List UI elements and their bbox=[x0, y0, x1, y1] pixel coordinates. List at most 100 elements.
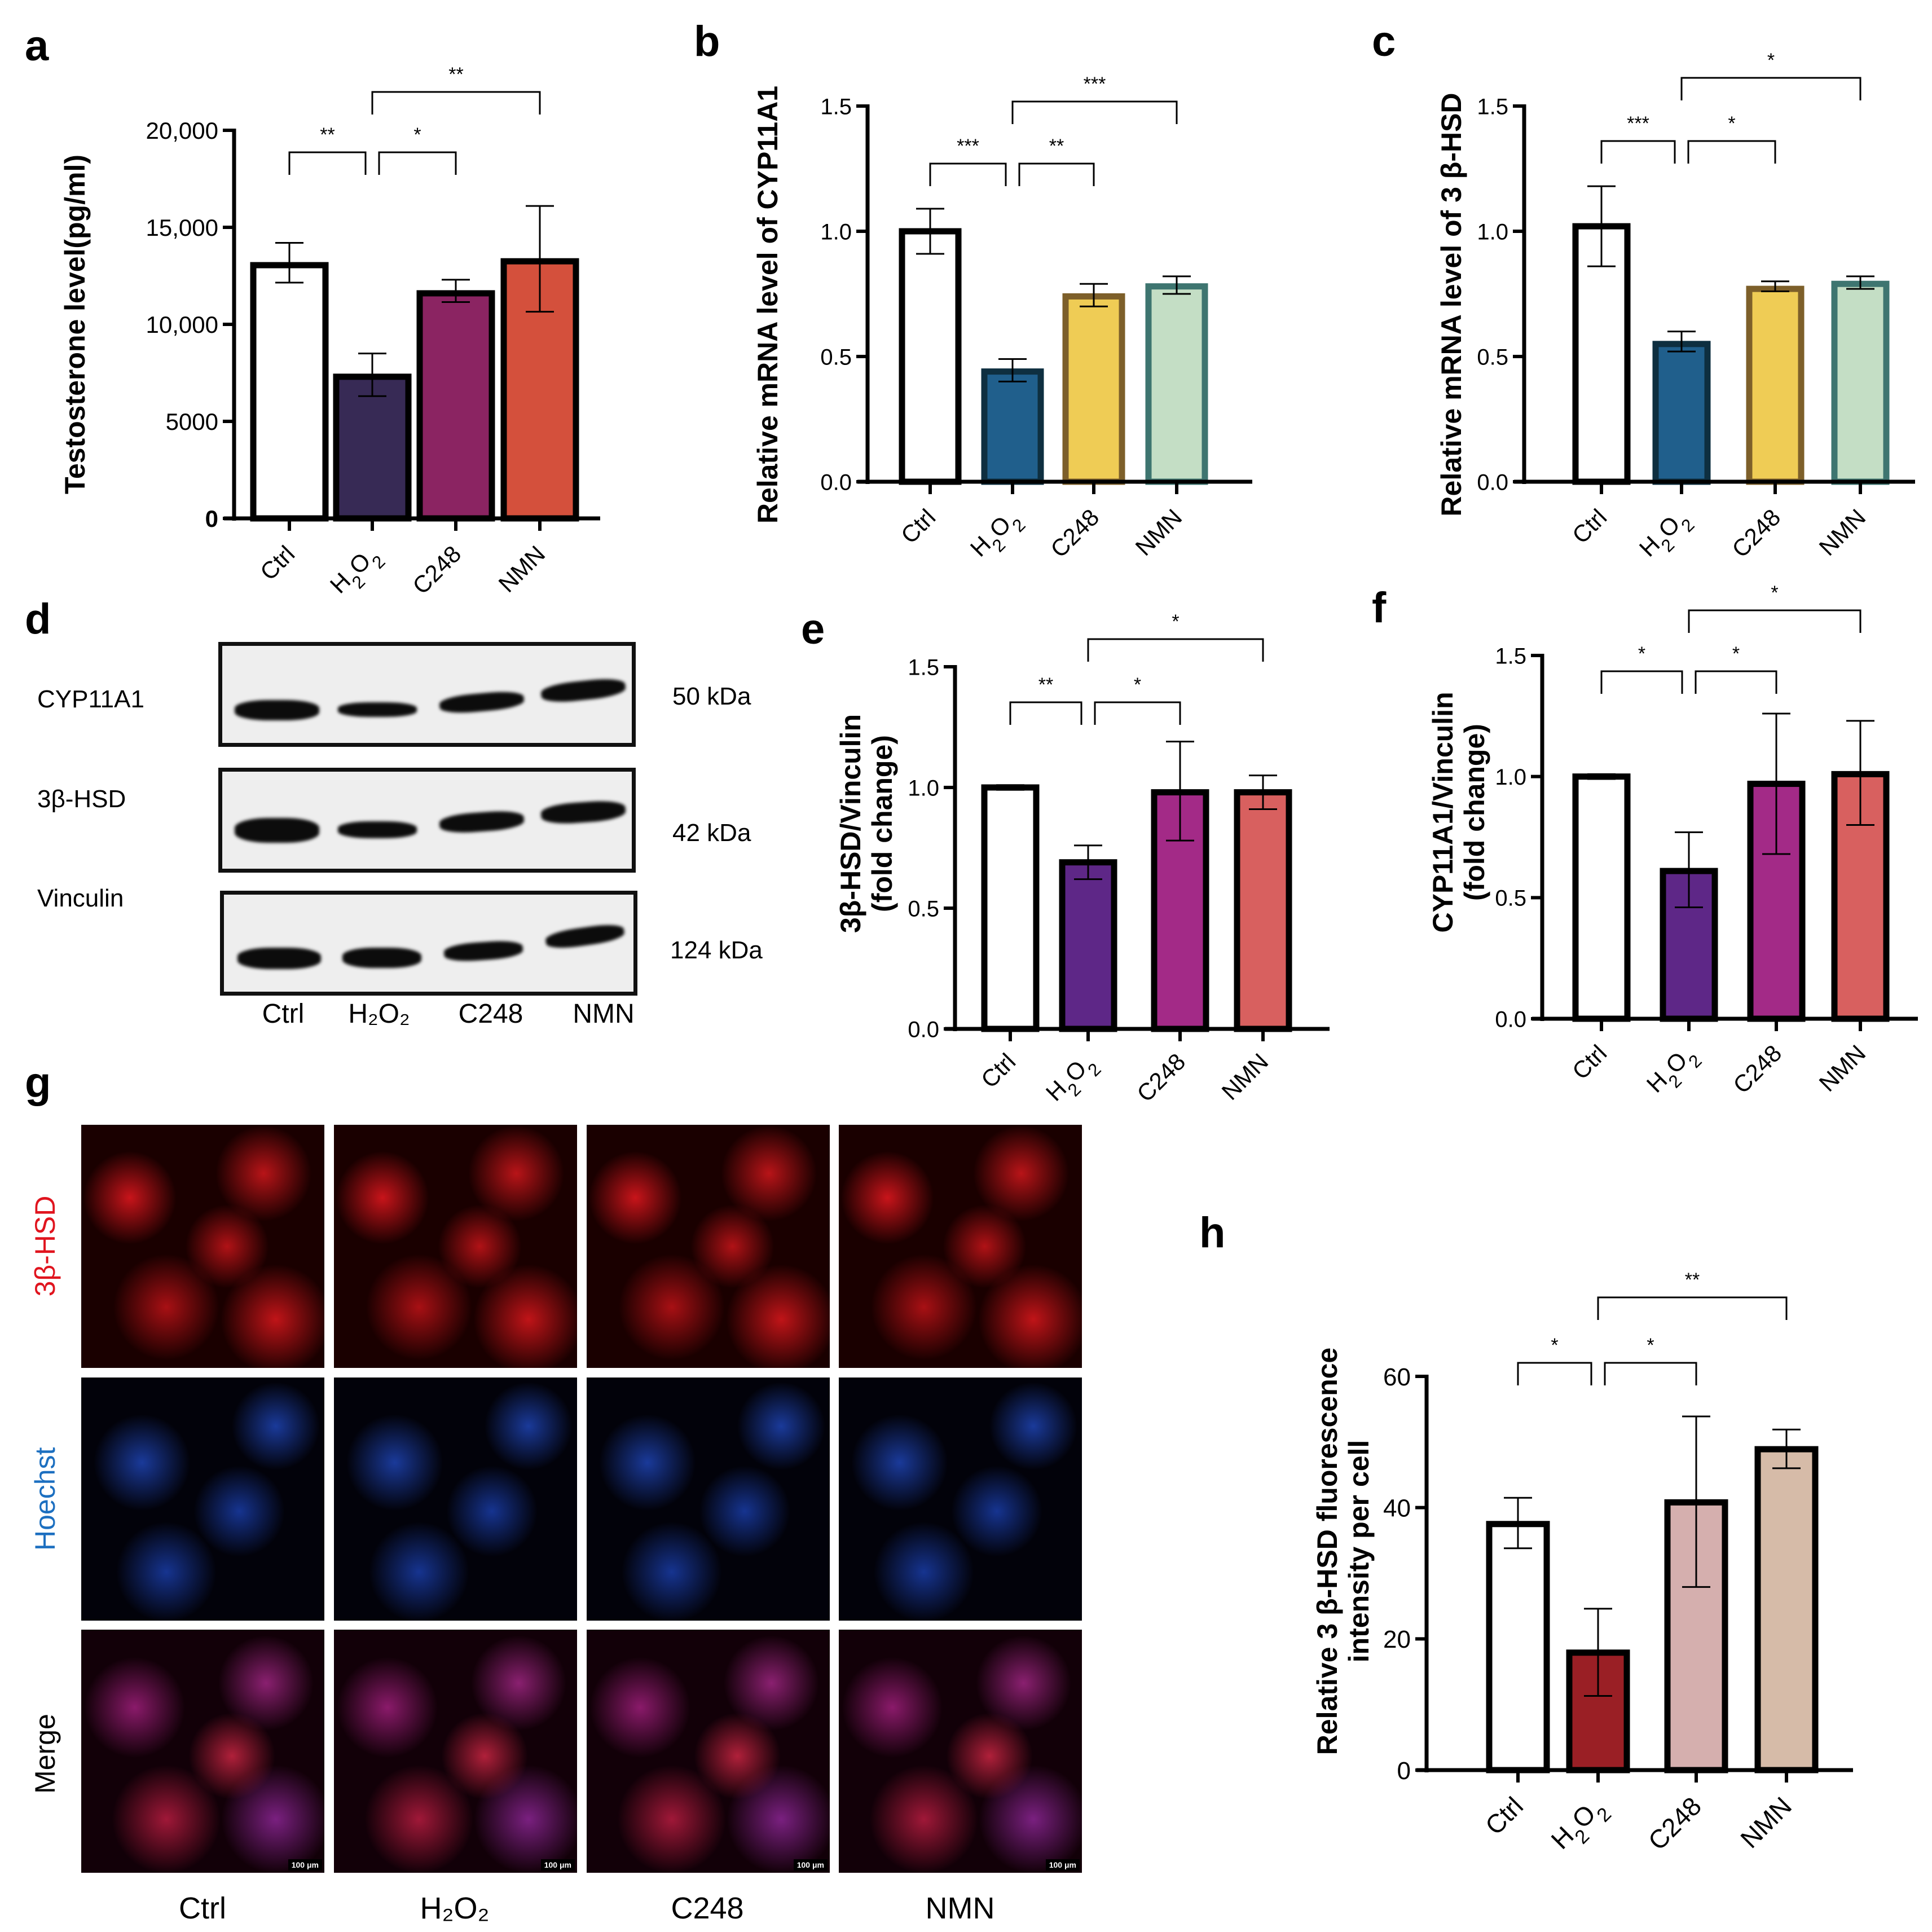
y-tick-label: 1.0 bbox=[820, 219, 852, 244]
significance-label: * bbox=[1172, 611, 1179, 632]
significance-label: * bbox=[1647, 1335, 1654, 1356]
x-tick-label-h2o2: H2O2 bbox=[1634, 504, 1698, 568]
kda-label-vinculin: 124 kDa bbox=[670, 936, 763, 964]
band bbox=[338, 821, 417, 838]
band bbox=[338, 702, 417, 717]
bar-c248 bbox=[1746, 285, 1805, 485]
if-row-label-3b-hsd: 3β-HSD bbox=[29, 1195, 61, 1297]
if-image-3b-hsd-2 bbox=[587, 1125, 830, 1368]
if-col-label-h2o2: H₂O₂ bbox=[420, 1891, 490, 1925]
blot-vinculin bbox=[220, 891, 637, 996]
significance-label: * bbox=[1638, 643, 1645, 664]
if-image-merge-3: 100 μm bbox=[839, 1630, 1082, 1873]
significance-bracket bbox=[929, 162, 1007, 186]
panel-letter-f: f bbox=[1372, 584, 1387, 632]
kda-label-3b-hsd: 42 kDa bbox=[672, 819, 751, 847]
x-tick-label-h2o2: H2O2 bbox=[1641, 1040, 1706, 1104]
significance-bracket bbox=[1600, 140, 1676, 164]
y-tick-label: 0.0 bbox=[820, 470, 852, 495]
if-col-label-ctrl: Ctrl bbox=[179, 1891, 226, 1925]
bar-h2o2 bbox=[333, 373, 412, 522]
blot-cyp11a1 bbox=[218, 642, 636, 747]
significance-bracket bbox=[1094, 701, 1181, 725]
y-axis-label: CYP11A1/Vinculin bbox=[1427, 692, 1459, 932]
y-tick-label: 20,000 bbox=[146, 117, 218, 144]
panel-letter-g: g bbox=[25, 1059, 51, 1107]
panel-letter-h: h bbox=[1199, 1209, 1226, 1257]
band bbox=[342, 948, 421, 968]
significance-bracket bbox=[1680, 77, 1861, 100]
y-tick-label: 40 bbox=[1383, 1495, 1411, 1522]
significance-label: * bbox=[1771, 582, 1778, 604]
if-image-hoechst-1 bbox=[334, 1378, 577, 1621]
x-tick-label-ctrl: Ctrl bbox=[1480, 1791, 1529, 1840]
if-col-label-c248: C248 bbox=[671, 1891, 744, 1925]
bar-c248 bbox=[1062, 293, 1125, 485]
bar-nmn bbox=[1754, 1446, 1819, 1773]
y-axis-label: (fold change) bbox=[866, 735, 898, 912]
significance-bracket bbox=[1600, 670, 1683, 694]
y-tick-label: 0.5 bbox=[820, 345, 852, 369]
y-tick-label: 1.5 bbox=[908, 655, 939, 680]
band bbox=[540, 799, 627, 826]
x-tick-label-nmn: NMN bbox=[1814, 1040, 1871, 1097]
y-tick-label: 0.0 bbox=[1477, 470, 1508, 495]
x-tick-label-c248: C248 bbox=[1727, 504, 1785, 562]
blot-label-3b-hsd: 3β-HSD bbox=[37, 785, 126, 813]
blot-lane-c248: C248 bbox=[458, 999, 523, 1029]
significance-label: *** bbox=[957, 135, 979, 157]
if-image-3b-hsd-0 bbox=[81, 1125, 324, 1368]
blot-lane-h2o2: H₂O₂ bbox=[348, 999, 410, 1029]
bar-ctrl bbox=[1486, 1521, 1550, 1773]
bar-h2o2 bbox=[981, 368, 1044, 485]
significance-label: *** bbox=[1627, 113, 1649, 134]
if-image-hoechst-3 bbox=[839, 1378, 1082, 1621]
if-image-merge-1: 100 μm bbox=[334, 1630, 577, 1873]
band bbox=[540, 676, 627, 705]
if-image-3b-hsd-3 bbox=[839, 1125, 1082, 1368]
x-tick-label-ctrl: Ctrl bbox=[976, 1048, 1020, 1093]
x-tick-label-c248: C248 bbox=[1643, 1791, 1707, 1856]
bar-nmn bbox=[1234, 789, 1292, 1032]
bar-ctrl bbox=[981, 784, 1040, 1032]
y-tick-label: 5000 bbox=[166, 408, 218, 435]
x-tick-label-c248: C248 bbox=[1132, 1048, 1190, 1107]
y-axis-label: Testosterone level(pg/ml) bbox=[59, 155, 91, 494]
y-axis-label: Relative 3 β-HSD fluorescence bbox=[1312, 1348, 1343, 1755]
blot-3b-hsd bbox=[218, 768, 636, 873]
y-tick-label: 0.5 bbox=[1495, 886, 1526, 911]
significance-label: * bbox=[413, 124, 421, 146]
significance-label: ** bbox=[1049, 135, 1064, 157]
significance-bracket bbox=[371, 91, 541, 115]
y-axis-label: intensity per cell bbox=[1343, 1440, 1375, 1663]
band bbox=[235, 700, 319, 720]
y-tick-label: 1.5 bbox=[820, 94, 852, 119]
significance-bracket bbox=[1011, 100, 1178, 124]
y-tick-label: 20 bbox=[1383, 1626, 1411, 1653]
y-axis-label: (fold change) bbox=[1459, 724, 1490, 901]
significance-label: * bbox=[1728, 113, 1735, 134]
if-image-hoechst-0 bbox=[81, 1378, 324, 1621]
if-image-hoechst-2 bbox=[587, 1378, 830, 1621]
significance-bracket bbox=[1087, 638, 1264, 662]
bar-nmn bbox=[1145, 283, 1208, 485]
x-tick-label-h2o2: H2O2 bbox=[1545, 1791, 1616, 1861]
if-row-label-merge: Merge bbox=[29, 1714, 61, 1794]
y-tick-label: 0.0 bbox=[908, 1017, 939, 1042]
x-tick-label-c248: C248 bbox=[1728, 1040, 1786, 1098]
bar-ctrl bbox=[899, 228, 962, 485]
y-tick-label: 0.5 bbox=[1477, 345, 1508, 369]
blot-lane-ctrl: Ctrl bbox=[262, 999, 305, 1029]
panel-letter-d: d bbox=[25, 595, 51, 643]
scale-bar: 100 μm bbox=[288, 1859, 322, 1871]
band bbox=[235, 818, 319, 843]
x-tick-label-ctrl: Ctrl bbox=[255, 540, 300, 585]
band bbox=[438, 809, 525, 835]
if-image-merge-2: 100 μm bbox=[587, 1630, 830, 1873]
y-axis-label: Relative mRNA level of CYP11A1 bbox=[752, 86, 784, 523]
band bbox=[544, 922, 626, 951]
band bbox=[438, 689, 525, 715]
